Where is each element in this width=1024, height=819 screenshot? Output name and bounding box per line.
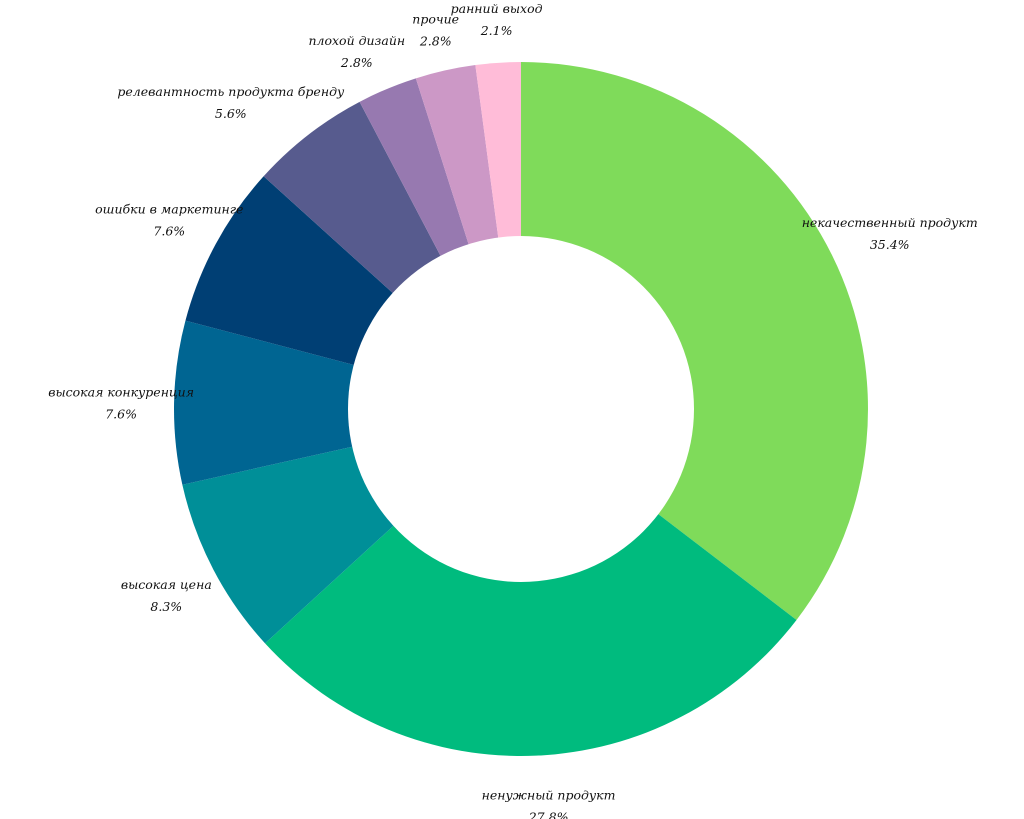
slice-label-group-8: прочие 2.8% bbox=[412, 12, 459, 49]
slice-label: релевантность продукта бренду bbox=[117, 84, 345, 99]
slice-labels: некачественный продукт 35.4% ненужный прод… bbox=[48, 1, 977, 819]
slice-label-group-5: ошибки в маркетинге 7.6% bbox=[95, 202, 243, 239]
donut-slice-4 bbox=[174, 320, 521, 485]
slice-label-group-6: релевантность продукта бренду 5.6% bbox=[117, 84, 345, 121]
donut-hole bbox=[348, 236, 694, 582]
slice-label-group-4: высокая конкуренция 7.6% bbox=[48, 385, 194, 422]
slice-label: прочие bbox=[412, 12, 459, 27]
slice-label-group-7: плохой дизайн 2.8% bbox=[308, 33, 405, 70]
slice-value: 35.4% bbox=[870, 237, 910, 252]
slice-value: 5.6% bbox=[215, 106, 247, 121]
slice-label-group-2: ненужный продукт 27.8% bbox=[482, 788, 616, 819]
slice-value: 27.8% bbox=[528, 810, 569, 819]
slice-label-group-1: некачественный продукт 35.4% bbox=[802, 215, 978, 252]
donut-slice-2 bbox=[265, 409, 797, 756]
slice-value: 2.8% bbox=[419, 34, 452, 49]
slice-label: высокая цена bbox=[121, 577, 212, 592]
slice-value: 8.3% bbox=[150, 599, 182, 614]
slice-label: ошибки в маркетинге bbox=[95, 202, 243, 217]
slice-label-group-3: высокая цена 8.3% bbox=[121, 577, 212, 614]
slice-label-group-9: ранний выход 2.1% bbox=[451, 1, 543, 38]
slice-value: 7.6% bbox=[105, 407, 137, 422]
slice-value: 7.6% bbox=[153, 224, 185, 239]
slice-label: плохой дизайн bbox=[308, 33, 405, 48]
slice-label: ненужный продукт bbox=[482, 788, 616, 803]
slice-label: высокая конкуренция bbox=[48, 385, 194, 400]
slice-value: 2.8% bbox=[340, 55, 373, 70]
slice-value: 2.1% bbox=[480, 23, 513, 38]
donut-slice-1 bbox=[521, 62, 868, 620]
slice-label: некачественный продукт bbox=[802, 215, 978, 230]
slice-label: ранний выход bbox=[451, 1, 543, 16]
